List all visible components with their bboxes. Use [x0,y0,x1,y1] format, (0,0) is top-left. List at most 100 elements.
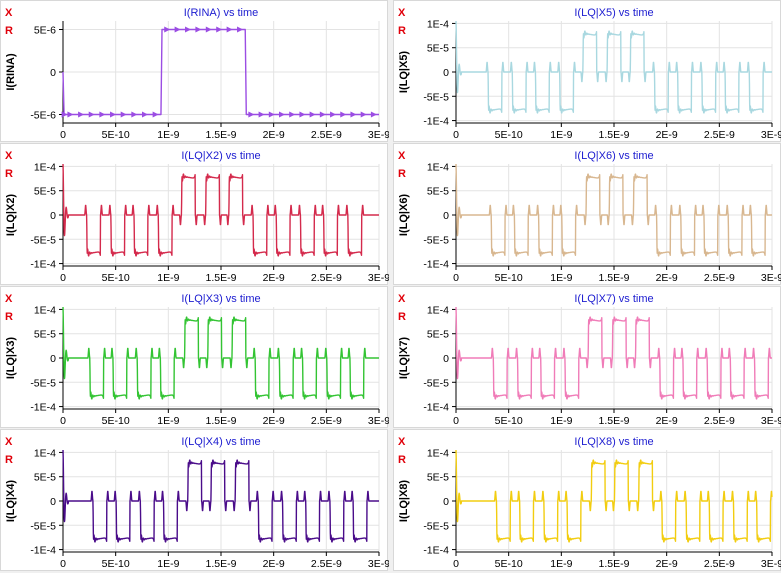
series-marker [195,26,202,33]
chart-title: I(LQ|X2) vs time [181,150,260,162]
reset-plot-button[interactable]: R [398,454,406,466]
x-tick-label: 3E-9 [761,558,781,570]
y-tick-label: 1E-4 [34,304,56,316]
close-plot-button[interactable]: X [5,7,13,19]
reset-plot-button[interactable]: R [5,454,13,466]
y-tick-label: 5E-5 [427,472,449,484]
y-tick-label: -5E-6 [30,110,56,122]
y-tick-label: 0 [50,67,56,79]
series-line [62,163,380,257]
close-plot-button[interactable]: X [398,150,406,162]
x-tick-label: 2.5E-9 [311,558,342,570]
y-tick-label: 0 [443,496,449,508]
reset-plot-button[interactable]: R [398,168,406,180]
x-tick-label: 1E-9 [157,558,179,570]
y-tick-label: -5E-5 [30,520,56,532]
close-plot-button[interactable]: X [5,150,13,162]
close-plot-button[interactable]: X [398,293,406,305]
series-marker [152,111,159,118]
x-tick-label: 2E-9 [656,272,678,284]
chart-title: I(LQ|X3) vs time [181,293,260,305]
series-marker [99,111,106,118]
y-axis-label: I(LQ|X4) [5,480,17,523]
x-tick-label: 2.5E-9 [704,415,735,427]
y-tick-label: 1E-4 [427,304,449,316]
x-tick-label: 1.5E-9 [206,272,237,284]
series-marker [258,111,265,118]
y-tick-label: -5E-5 [423,520,449,532]
chart-svg: I(LQ|X2) vs time I(LQ|X2) 0 5E-10 1E-9 1.5E-9… [5,150,389,284]
y-tick-label: -1E-4 [30,259,56,271]
x-tick-label: 5E-10 [495,415,523,427]
x-tick-label: 1.5E-9 [599,558,630,570]
chart-svg: I(LQ|X7) vs time I(LQ|X7) 0 5E-10 1E-9 1.5E-9… [398,293,781,427]
y-tick-label: 5E-5 [427,186,449,198]
y-tick-label: 5E-5 [34,186,56,198]
x-tick-label: 1.5E-9 [599,129,630,141]
x-tick-label: 2.5E-9 [311,272,342,284]
x-tick-label: 1E-9 [550,415,572,427]
x-tick-label: 5E-10 [495,558,523,570]
chart-panel: X R I(LQ|X6) vs time I(LQ|X6) 0 5E-10 1E-9 1.5E… [393,143,781,285]
x-tick-label: 2.5E-9 [704,272,735,284]
series-marker [360,111,367,118]
reset-plot-button[interactable]: R [5,25,13,37]
x-tick-label: 0 [60,558,66,570]
x-tick-label: 5E-10 [102,558,130,570]
chart-panel: X R I(LQ|X3) vs time I(LQ|X3) 0 5E-10 1E-9 1.5E… [0,286,389,428]
x-tick-label: 3E-9 [761,415,781,427]
x-tick-label: 0 [60,415,66,427]
y-tick-label: -5E-5 [423,234,449,246]
y-tick-label: 5E-6 [34,25,56,37]
y-tick-label: -1E-4 [30,545,56,557]
chart-panel: X R I(LQ|X4) vs time I(LQ|X4) 0 5E-10 1E-9 1.5E… [0,429,389,571]
x-tick-label: 1E-9 [550,558,572,570]
x-tick-label: 1.5E-9 [599,272,630,284]
x-tick-label: 2E-9 [656,415,678,427]
chart-svg: I(LQ|X4) vs time I(LQ|X4) 0 5E-10 1E-9 1.5E-9… [5,436,389,570]
series-marker [141,111,148,118]
reset-plot-button[interactable]: R [398,311,406,323]
series-marker [226,26,233,33]
series-marker [78,111,85,118]
chart-panel: X R I(LQ|X2) vs time I(LQ|X2) 0 5E-10 1E-9 1.5E… [0,143,389,285]
close-plot-button[interactable]: X [5,436,13,448]
y-tick-label: -1E-4 [423,116,449,128]
y-tick-label: 1E-4 [34,447,56,459]
reset-plot-button[interactable]: R [5,168,13,180]
y-tick-label: -5E-5 [30,377,56,389]
series-marker [205,26,212,33]
reset-plot-button[interactable]: R [398,25,406,37]
close-plot-button[interactable]: X [398,7,406,19]
y-axis-label: I(RINA) [5,53,17,91]
y-tick-label: 0 [443,210,449,222]
close-plot-button[interactable]: X [398,436,406,448]
series-line [455,20,773,114]
x-tick-label: 5E-10 [102,415,130,427]
series-marker [319,111,326,118]
x-tick-label: 5E-10 [102,272,130,284]
x-tick-label: 2E-9 [263,415,285,427]
x-tick-label: 1E-9 [157,129,179,141]
y-axis-label: I(LQ|X6) [398,194,410,237]
x-tick-label: 2E-9 [263,129,285,141]
chart-panel: X R I(LQ|X5) vs time I(LQ|X5) 0 5E-10 1E-9 1.5E… [393,0,781,142]
chart-title: I(LQ|X5) vs time [574,7,653,19]
chart-svg: I(RINA) vs time I(RINA) 0 5E-10 1E-9 1.5E-9 2E… [5,7,389,141]
x-tick-label: 1E-9 [550,272,572,284]
reset-plot-button[interactable]: R [5,311,13,323]
x-tick-label: 3E-9 [368,272,389,284]
series-marker [110,111,117,118]
series-marker [131,111,138,118]
series-line [455,306,773,400]
x-tick-label: 1E-9 [157,272,179,284]
series-marker [216,26,223,33]
series-line [62,306,380,400]
close-plot-button[interactable]: X [5,293,13,305]
x-tick-label: 5E-10 [495,272,523,284]
series-marker [120,111,127,118]
y-tick-label: 1E-4 [427,161,449,173]
x-tick-label: 5E-10 [102,129,130,141]
x-tick-label: 1E-9 [157,415,179,427]
y-tick-label: -5E-5 [423,377,449,389]
